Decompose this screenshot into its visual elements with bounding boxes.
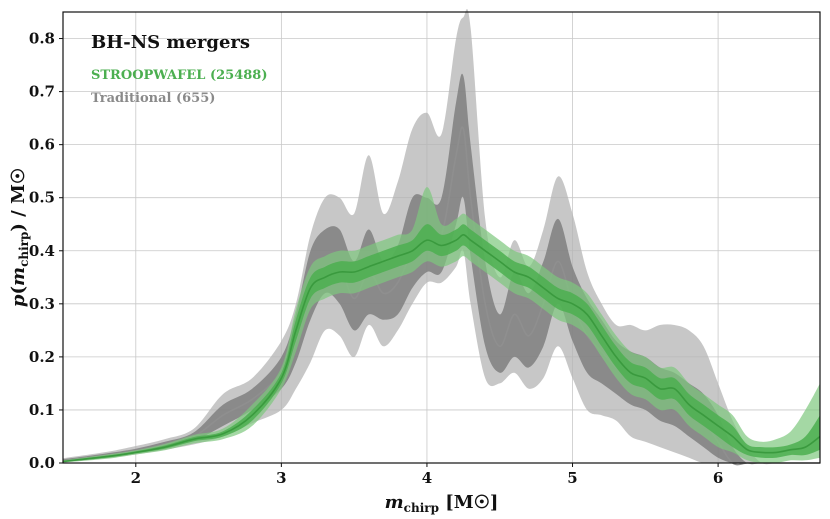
legend: BH-NS mergers STROOPWAFEL (25488) Tradit… bbox=[91, 32, 267, 106]
y-axis-label: p(mchirp) / M☉ bbox=[8, 168, 31, 307]
x-tick-label-3: 5 bbox=[567, 469, 577, 487]
legend-title: BH-NS mergers bbox=[91, 32, 250, 53]
y-tick-label-7: 0.7 bbox=[29, 83, 55, 101]
y-tick-label-8: 0.8 bbox=[29, 30, 55, 48]
y-tick-label-3: 0.3 bbox=[29, 295, 55, 313]
x-tick-label-1: 3 bbox=[276, 469, 286, 487]
ticks: 2 3 4 5 6 0.0 0.1 0.2 0.3 0.4 0.5 0.6 0.7 0.8 bbox=[29, 30, 723, 487]
y-tick-label-2: 0.2 bbox=[29, 348, 55, 366]
y-tick-label-5: 0.5 bbox=[29, 189, 55, 207]
y-tick-label-6: 0.6 bbox=[29, 136, 55, 154]
legend-entry-traditional: Traditional (655) bbox=[91, 91, 215, 106]
plot-frame bbox=[62, 11, 821, 464]
legend-entry-stroopwafel: STROOPWAFEL (25488) bbox=[91, 68, 267, 83]
x-tick-label-4: 6 bbox=[713, 469, 723, 487]
x-tick-label-0: 2 bbox=[131, 469, 141, 487]
stroopwafel-median-line bbox=[62, 233, 821, 463]
y-tick-label-1: 0.1 bbox=[29, 401, 55, 419]
y-tick-label-0: 0.0 bbox=[29, 454, 55, 472]
x-axis-label: mchirp [M☉] bbox=[385, 492, 499, 515]
x-tick-label-2: 4 bbox=[422, 469, 432, 487]
y-tick-label-4: 0.4 bbox=[29, 242, 55, 260]
series-bands bbox=[62, 9, 821, 466]
